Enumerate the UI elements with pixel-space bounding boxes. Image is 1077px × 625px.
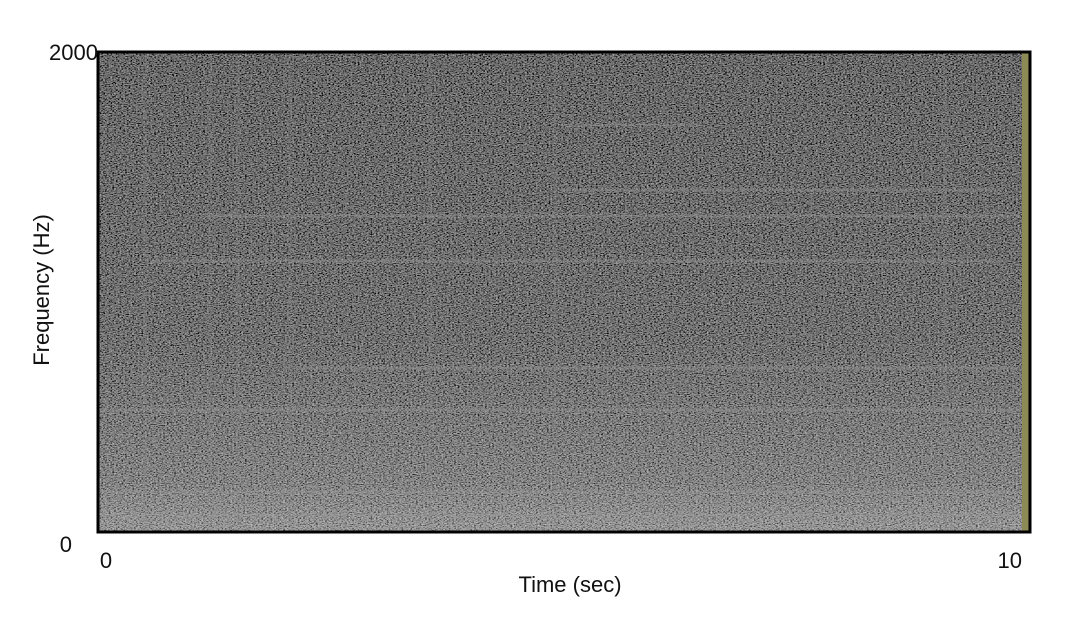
y-axis-label: Frequency (Hz) xyxy=(29,214,54,366)
y-tick-label: 2000 xyxy=(49,40,98,65)
x-tick-label: 0 xyxy=(100,548,112,573)
harmonic-lines xyxy=(100,123,1020,517)
edge-strip xyxy=(1022,52,1030,532)
transient-streaks xyxy=(143,52,947,532)
y-tick-label: 0 xyxy=(60,532,72,557)
x-axis-label: Time (sec) xyxy=(518,572,621,597)
plot-frame xyxy=(96,50,1032,534)
spectrogram-image xyxy=(96,50,1032,534)
low-frequency-glow xyxy=(98,52,1030,532)
x-tick-label: 10 xyxy=(998,548,1022,573)
